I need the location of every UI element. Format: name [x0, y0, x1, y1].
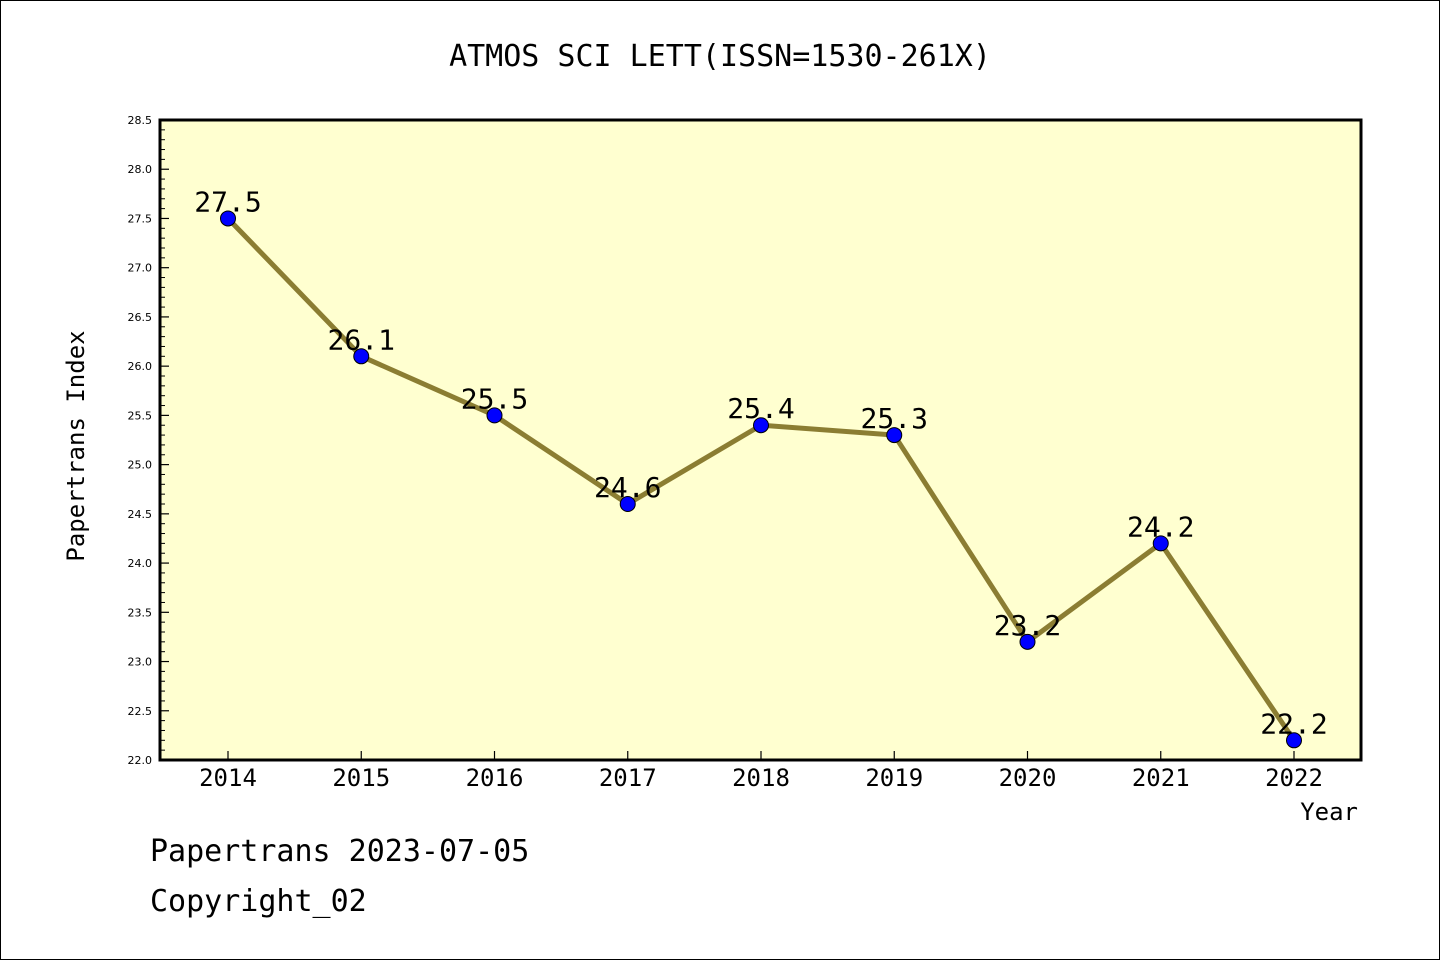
x-tick-label: 2022: [1265, 764, 1323, 792]
y-tick-label: 26.5: [128, 311, 153, 324]
y-tick-label: 25.0: [128, 459, 153, 472]
data-label: 27.5: [194, 185, 261, 218]
plot-area: [158, 118, 1363, 762]
y-tick-label: 27.0: [128, 262, 153, 275]
data-label: 22.2: [1260, 707, 1327, 740]
data-point: [220, 210, 236, 227]
x-tick-label: 2015: [332, 764, 390, 792]
y-axis-label: Papertrans Index: [62, 330, 90, 561]
data-label: 26.1: [328, 323, 395, 356]
y-tick-label: 22.5: [128, 705, 153, 718]
x-tick-label: 2017: [599, 764, 657, 792]
y-tick-label: 23.5: [128, 606, 153, 619]
y-axis: 22.0 22.5 23.0 23.5 24.0 24.5 25.0 25.5 26.0 26.5…: [128, 114, 169, 767]
data-label: 25.5: [461, 382, 528, 415]
data-point: [353, 348, 370, 365]
data-point: [1152, 535, 1169, 552]
chart-title: ATMOS SCI LETT(ISSN=1530-261X): [449, 39, 991, 74]
y-tick-label: 28.5: [128, 114, 153, 127]
data-point: [486, 407, 503, 424]
footer-copyright: Copyright_02: [150, 884, 367, 919]
data-point: [1019, 633, 1036, 650]
series-layer: 27.5 26.1 25.5 24.6 25.4 25.3 23.2 24.2 22.2: [194, 185, 1328, 749]
y-tick-label: 25.5: [128, 409, 153, 422]
data-label: 25.3: [861, 402, 928, 435]
x-axis-label: Year: [1300, 798, 1358, 826]
y-tick-label: 22.0: [128, 754, 153, 767]
x-tick-label: 2019: [865, 764, 923, 792]
y-tick-label: 27.5: [128, 212, 153, 225]
x-axis: 2014 2015 2016 2017 2018 2019 2020 2021 2022: [199, 751, 1323, 792]
footer-date: Papertrans 2023-07-05: [150, 834, 530, 869]
y-tick-label: 24.0: [128, 557, 153, 570]
y-tick-label: 24.5: [128, 508, 153, 521]
x-tick-label: 2018: [732, 764, 790, 792]
y-tick-label: 28.0: [128, 163, 153, 176]
data-label: 24.2: [1127, 510, 1194, 543]
y-tick-label: 23.0: [128, 656, 153, 669]
y-tick-label: 26.0: [128, 360, 153, 373]
x-tick-label: 2021: [1132, 764, 1190, 792]
data-point: [886, 427, 903, 444]
data-label: 25.4: [727, 392, 794, 425]
data-label: 23.2: [994, 609, 1061, 642]
data-point: [753, 417, 769, 434]
x-tick-label: 2020: [999, 764, 1057, 792]
data-point: [1286, 732, 1302, 749]
x-tick-label: 2016: [466, 764, 524, 792]
data-point: [619, 496, 636, 512]
x-tick-label: 2014: [199, 764, 257, 792]
data-label: 24.6: [594, 471, 661, 504]
